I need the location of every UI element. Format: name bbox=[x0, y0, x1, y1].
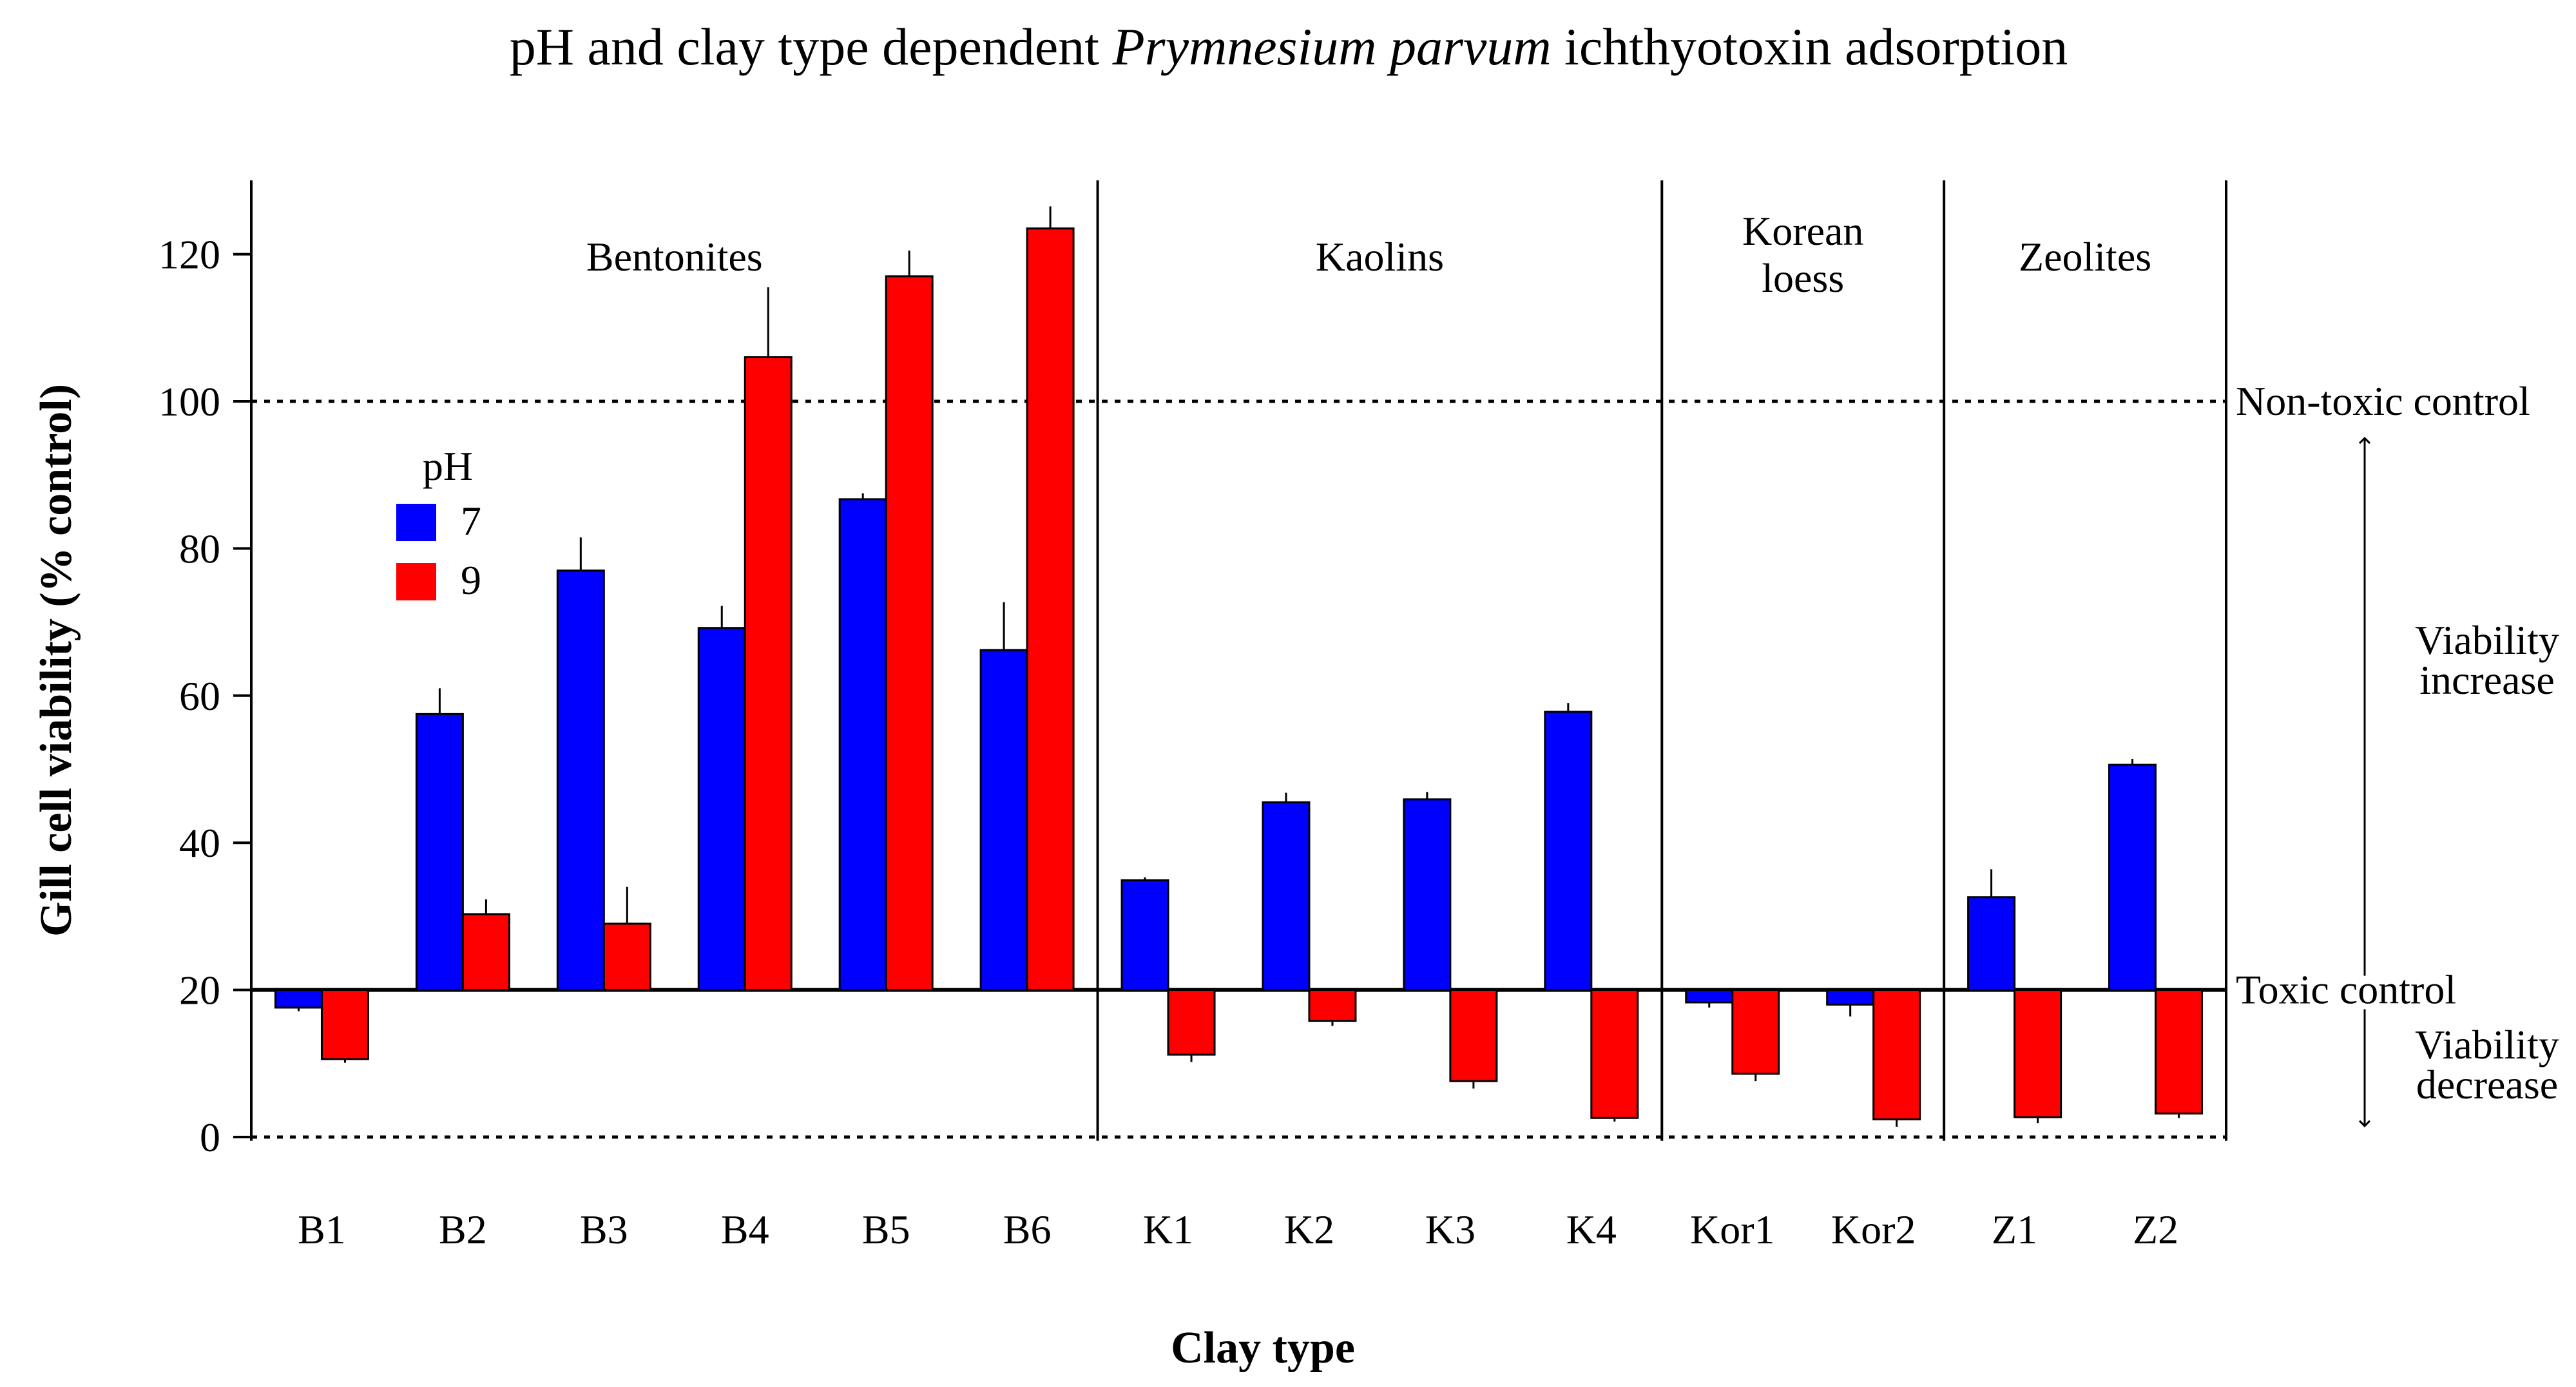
bar-Z1-ph9 bbox=[2014, 989, 2062, 1118]
bar-Kor1-ph9 bbox=[1731, 989, 1780, 1075]
x-axis-label: Clay type bbox=[1171, 1323, 1355, 1373]
x-tick-label-B3: B3 bbox=[580, 1207, 628, 1252]
y-tick-label-20: 20 bbox=[179, 968, 220, 1013]
x-tick-label-K2: K2 bbox=[1284, 1207, 1334, 1252]
x-tick-label-Z2: Z2 bbox=[2133, 1207, 2178, 1252]
group-label: Kaolins bbox=[1316, 234, 1444, 280]
group-label: Bentonites bbox=[586, 234, 763, 280]
x-tick-label-Kor1: Kor1 bbox=[1690, 1207, 1775, 1252]
group-label: Zeolites bbox=[2019, 234, 2151, 280]
y-tick-label-0: 0 bbox=[200, 1114, 220, 1160]
x-tick-label-K3: K3 bbox=[1425, 1207, 1475, 1252]
viability-decrease-label: Viability bbox=[2415, 1022, 2559, 1067]
viability-increase-label: increase bbox=[2419, 657, 2555, 703]
group-label: loess bbox=[1762, 255, 1844, 301]
bar-B3-ph7 bbox=[556, 569, 605, 991]
chart-labels: Non-toxic control Toxic control Bentonites… bbox=[32, 17, 2559, 1373]
y-tick-label-120: 120 bbox=[159, 232, 220, 278]
bar-B3-ph9 bbox=[602, 923, 651, 991]
error-bars bbox=[297, 206, 2180, 1127]
bar-Kor1-ph7 bbox=[1685, 989, 1734, 1004]
bar-B5-ph7 bbox=[838, 498, 887, 991]
x-tick-label-Kor2: Kor2 bbox=[1831, 1207, 1916, 1252]
bar-K4-ph7 bbox=[1544, 711, 1593, 991]
x-tick-label-B4: B4 bbox=[721, 1207, 769, 1252]
bar-B1-ph9 bbox=[320, 989, 369, 1060]
bar-K3-ph9 bbox=[1449, 989, 1498, 1082]
bar-B2-ph9 bbox=[461, 913, 510, 991]
x-tick-label-B6: B6 bbox=[1003, 1207, 1052, 1252]
legend-title: pH bbox=[423, 443, 473, 489]
reference-label-100: Non-toxic control bbox=[2236, 378, 2530, 424]
reference-lines bbox=[251, 399, 2226, 1139]
bar-K1-ph9 bbox=[1167, 989, 1216, 1056]
viability-increase-label: Viability bbox=[2415, 617, 2559, 663]
title-part: Prymnesium parvum bbox=[1112, 17, 1552, 76]
x-tick-label-K4: K4 bbox=[1566, 1207, 1617, 1252]
viability-decrease-label: decrease bbox=[2416, 1062, 2558, 1107]
legend-label-ph7: 7 bbox=[461, 498, 481, 544]
bar-B6-ph9 bbox=[1026, 227, 1075, 991]
x-tick-label-B5: B5 bbox=[862, 1207, 910, 1252]
y-axis-label: Gill cell viability (% control) bbox=[32, 384, 81, 937]
bar-K4-ph9 bbox=[1590, 989, 1639, 1119]
x-tick-label-K1: K1 bbox=[1143, 1207, 1193, 1252]
title-part: pH and clay type dependent bbox=[510, 17, 1113, 76]
bar-B4-ph7 bbox=[697, 627, 746, 991]
legend-swatch-ph9 bbox=[396, 563, 436, 600]
y-tick-label-100: 100 bbox=[159, 379, 220, 425]
x-tick-label-Z1: Z1 bbox=[1992, 1207, 2037, 1252]
x-tick-label-B2: B2 bbox=[439, 1207, 487, 1252]
bar-K1-ph7 bbox=[1120, 879, 1169, 991]
chart-title: pH and clay type dependent Prymnesium pa… bbox=[510, 17, 2068, 76]
bar-B6-ph7 bbox=[979, 649, 1028, 991]
bar-K3-ph7 bbox=[1403, 798, 1452, 991]
bar-K2-ph9 bbox=[1308, 989, 1357, 1022]
bar-Z2-ph7 bbox=[2108, 763, 2157, 991]
legend-label-ph9: 9 bbox=[461, 557, 481, 603]
bar-B5-ph9 bbox=[885, 275, 934, 991]
bar-Kor2-ph9 bbox=[1872, 989, 1921, 1121]
bar-B4-ph9 bbox=[744, 356, 793, 991]
bar-B2-ph7 bbox=[415, 713, 464, 991]
x-tick-label-B1: B1 bbox=[298, 1207, 346, 1252]
legend-swatch-ph7 bbox=[396, 504, 436, 541]
y-tick-label-40: 40 bbox=[179, 820, 220, 866]
bar-Z2-ph9 bbox=[2155, 989, 2204, 1114]
bar-B1-ph7 bbox=[274, 989, 323, 1009]
title-part: ichthyotoxin adsorption bbox=[1552, 17, 2068, 76]
bar-K2-ph7 bbox=[1262, 801, 1311, 991]
y-tick-label-60: 60 bbox=[179, 673, 220, 719]
y-tick-label-80: 80 bbox=[179, 526, 220, 571]
bar-Kor2-ph7 bbox=[1826, 989, 1875, 1006]
group-label: Korean bbox=[1742, 208, 1863, 254]
bars bbox=[274, 227, 2204, 1121]
bar-Z1-ph7 bbox=[1967, 896, 2016, 991]
axes bbox=[233, 180, 2371, 1141]
reference-label-20: Toxic control bbox=[2236, 967, 2456, 1013]
